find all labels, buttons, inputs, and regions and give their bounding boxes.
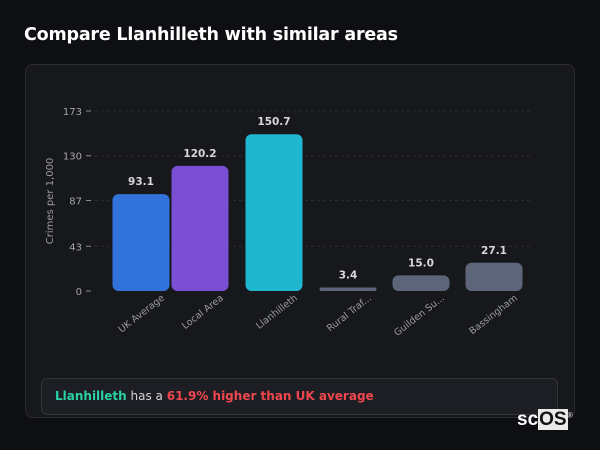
page-title: Compare Llanhilleth with similar areas	[24, 25, 398, 45]
y-tick-label: 87	[69, 196, 82, 207]
bar-2[interactable]	[245, 134, 303, 291]
y-axis-label: Crimes per 1,000	[45, 158, 56, 245]
x-tick-label: Guilden Su...	[392, 293, 447, 339]
summary-text: has a	[126, 389, 167, 403]
comparison-summary: Llanhilleth has a 61.9% higher than UK a…	[41, 378, 558, 415]
bar-5[interactable]	[465, 262, 523, 291]
difference-text: 61.9% higher than UK average	[166, 389, 374, 403]
bar-1[interactable]	[171, 165, 229, 291]
x-tick-label: Local Area	[180, 293, 226, 332]
x-tick-label: Bassingham	[467, 293, 520, 337]
x-tick-label: Llanhilleth	[254, 293, 300, 332]
bar-4[interactable]	[392, 275, 450, 291]
y-tick-label: 173	[63, 107, 82, 118]
y-tick-label: 130	[63, 152, 82, 163]
bar-value-label: 3.4	[339, 269, 358, 281]
area-name: Llanhilleth	[55, 389, 127, 403]
bar-value-label: 15.0	[408, 257, 434, 269]
bar-value-label: 93.1	[128, 176, 154, 188]
bar-value-label: 27.1	[481, 245, 507, 257]
bar-3[interactable]	[319, 287, 377, 291]
x-tick-label: UK Average	[117, 293, 167, 336]
bar-value-label: 150.7	[257, 116, 290, 128]
bar-0[interactable]	[112, 194, 170, 291]
x-tick-label: Rural Traf...	[325, 293, 374, 335]
y-tick-label: 43	[69, 242, 82, 253]
scos-logo: scOS®	[517, 409, 573, 430]
bar-value-label: 120.2	[183, 148, 216, 160]
y-tick-label: 0	[76, 287, 82, 298]
